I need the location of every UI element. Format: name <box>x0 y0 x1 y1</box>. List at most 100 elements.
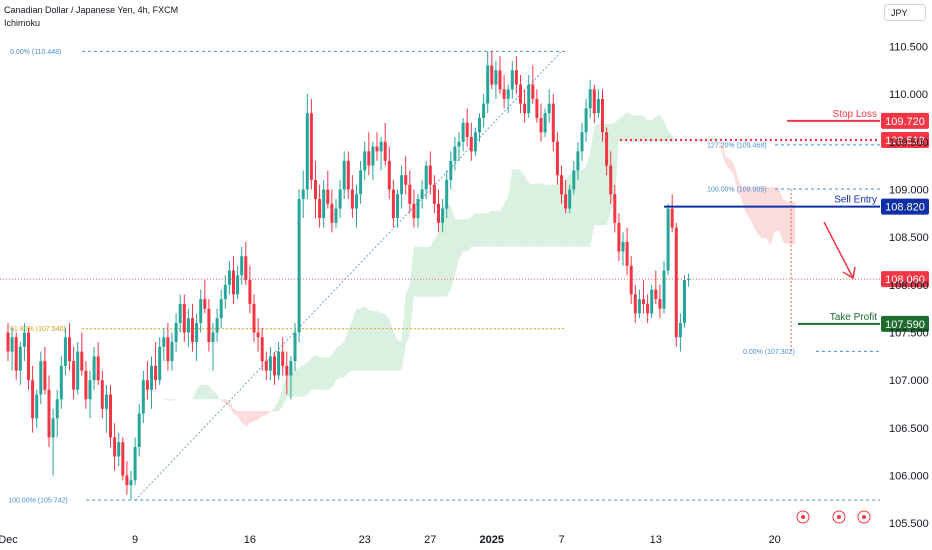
candle-body <box>371 146 375 166</box>
cloud-segment <box>553 184 558 247</box>
candle-body <box>629 265 633 295</box>
x-tick-label: Dec <box>0 534 18 546</box>
cloud-segment <box>623 112 628 142</box>
cloud-segment <box>664 121 669 142</box>
fib-label: 127.20% (109.468) <box>707 142 767 149</box>
cloud-segment <box>463 219 468 252</box>
price-tag-text: 109.720 <box>885 116 925 128</box>
cloud-segment <box>114 342 119 347</box>
candle-body <box>650 289 654 314</box>
cloud-segment <box>364 306 369 371</box>
candle-body <box>289 361 293 376</box>
cloud-segment <box>155 384 160 400</box>
candle-body <box>506 89 510 99</box>
cloud-segment <box>696 139 701 142</box>
candle-body <box>88 380 92 400</box>
cloud-segment <box>409 246 414 335</box>
candle-body <box>432 184 436 204</box>
candle-body <box>72 361 76 390</box>
candle-body <box>150 365 153 390</box>
candle-body <box>318 199 322 219</box>
cloud-segment <box>688 141 693 143</box>
cloud-segment <box>450 206 455 290</box>
cloud-segment <box>479 213 484 247</box>
cloud-segment <box>413 246 418 297</box>
cloud-segment <box>459 219 464 259</box>
candle-body <box>453 146 457 161</box>
cloud-segment <box>303 362 308 397</box>
cloud-segment <box>516 169 521 247</box>
fibonacci-levels: 0.00% (110.448) 127.20% (109.468) 100.00% … <box>8 49 880 505</box>
y-tick-label: 109.000 <box>889 184 929 196</box>
candle-body <box>379 141 383 152</box>
fib-trendline <box>134 51 562 501</box>
candle-body <box>547 103 551 114</box>
cloud-segment <box>278 387 283 412</box>
cloud-segment <box>131 353 136 357</box>
candle-body <box>195 322 199 343</box>
price-tag <box>881 198 929 215</box>
y-tick-label: 106.000 <box>889 471 929 483</box>
candle-body <box>215 318 219 333</box>
cloud-segment <box>192 389 197 400</box>
cloud-segment <box>442 204 447 297</box>
candle-body <box>330 203 334 223</box>
cloud-segment <box>512 169 517 247</box>
cloud-segment <box>614 119 619 197</box>
cloud-segment <box>549 184 554 247</box>
cloud-segment <box>651 116 656 142</box>
cloud-segment <box>586 152 591 247</box>
currency-selector[interactable]: JPY <box>884 4 926 21</box>
candle-body <box>646 303 650 314</box>
candle-body <box>55 399 59 419</box>
cloud-segment <box>774 187 779 233</box>
price-tag <box>881 112 929 129</box>
candle-body <box>658 299 662 309</box>
cloud-segment <box>196 384 201 400</box>
cloud-segment <box>659 114 664 142</box>
candle-body <box>551 103 555 142</box>
candle-body <box>391 189 395 219</box>
cloud-segment <box>262 411 267 416</box>
candle-body <box>141 380 145 414</box>
candle-body <box>527 84 531 114</box>
fib-label: 100.00% (105.742) <box>8 498 68 505</box>
x-tick-label: 20 <box>769 534 781 546</box>
candle-body <box>350 189 354 209</box>
cloud-segment <box>582 166 587 247</box>
cloud-segment <box>754 187 759 235</box>
candle-body <box>232 270 235 295</box>
candle-body <box>211 332 215 343</box>
candle-body <box>191 318 194 343</box>
candle-body <box>125 475 129 486</box>
x-tick-label: 16 <box>244 534 256 546</box>
cloud-segment <box>286 374 291 397</box>
candle-body <box>68 337 71 362</box>
fib-label: 61.80% (107.540) <box>10 326 66 333</box>
cloud-segment <box>135 356 140 378</box>
cloud-segment <box>495 210 500 247</box>
cloud-segment <box>557 181 562 247</box>
candle-body <box>338 189 342 209</box>
trade-level-label: Stop Loss <box>833 109 877 120</box>
candle-body <box>519 84 522 104</box>
cloud-segment <box>746 187 751 220</box>
candle-body <box>186 318 190 333</box>
candle-body <box>121 442 125 476</box>
cloud-segment <box>233 408 238 416</box>
cloud-segment <box>627 112 632 142</box>
candle-body <box>449 160 453 180</box>
replay-icon <box>832 510 846 524</box>
candle-body <box>244 256 248 281</box>
indicator-name[interactable]: Ichimoku <box>4 18 41 28</box>
candle-body <box>207 308 211 343</box>
candle-body <box>10 337 14 352</box>
candle-body <box>572 170 576 190</box>
candle-body <box>355 194 358 209</box>
candle-body <box>236 275 240 295</box>
candle-body <box>580 132 584 152</box>
candle-body <box>637 299 641 314</box>
chart-controls[interactable] <box>796 510 871 524</box>
trade-level-label: Sell Entry <box>834 195 877 206</box>
